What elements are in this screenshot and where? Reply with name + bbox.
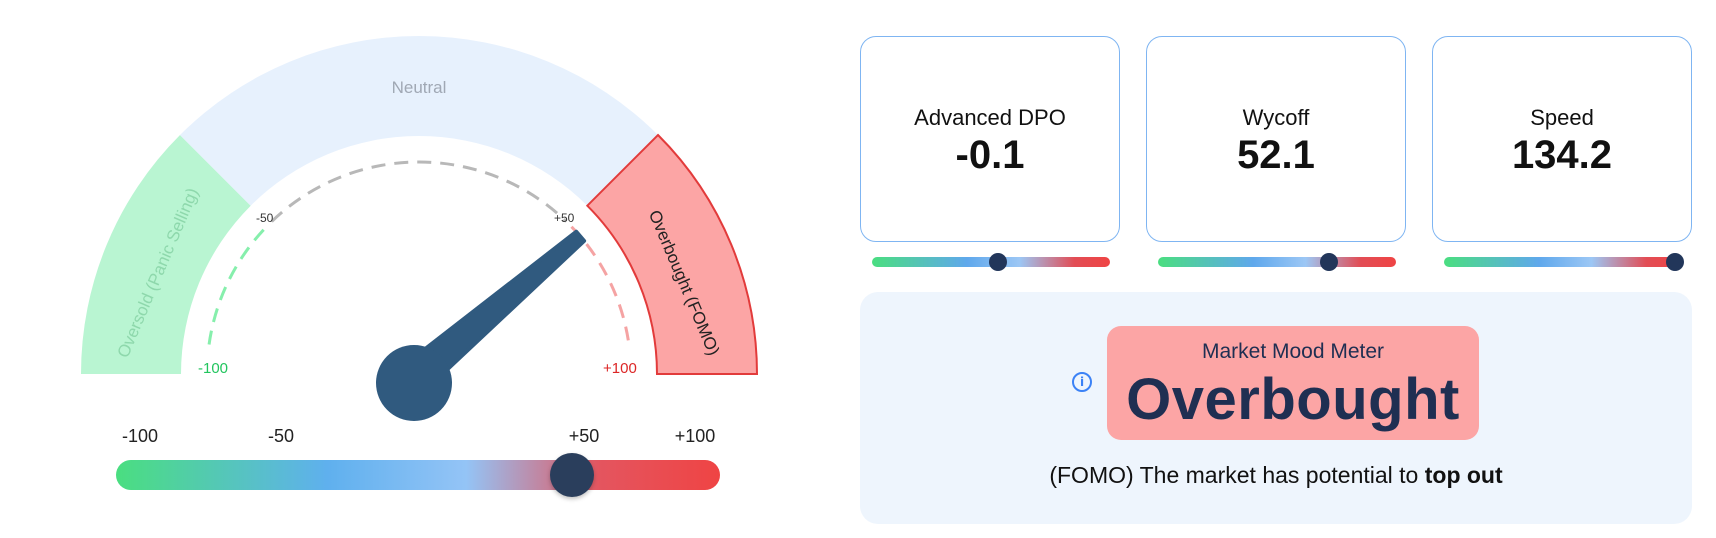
sentiment-scale: -100 -50 +50 +100 <box>116 426 720 497</box>
scale-label-neg50: -50 <box>267 426 295 446</box>
market-mood-panel: i Market Mood Meter Overbought (FOMO) Th… <box>860 292 1692 524</box>
mood-gauge: Neutral Oversold (Panic Selling) Overbou… <box>0 0 800 538</box>
info-icon[interactable]: i <box>1072 372 1092 392</box>
gauge-zone-oversold <box>81 134 251 374</box>
indicator-thumb <box>1320 253 1339 271</box>
mood-title: Market Mood Meter <box>1201 340 1385 363</box>
indicator-bar-wycoff <box>1158 253 1396 271</box>
indicator-card-advanced-dpo: Advanced DPO -0.1 <box>860 36 1120 242</box>
indicator-bar-speed <box>1444 253 1684 271</box>
mood-description-text: (FOMO) The market has potential to <box>1049 462 1425 488</box>
indicator-label: Wycoff <box>1242 105 1310 130</box>
indicator-card-wycoff: Wycoff 52.1 <box>1146 36 1406 242</box>
gauge-zone-overbought <box>585 133 759 375</box>
scale-thumb <box>550 453 595 497</box>
gauge-zone-neutral <box>179 36 659 206</box>
gauge-tick-min: -100 <box>198 360 228 377</box>
mood-description-emphasis: top out <box>1424 462 1503 488</box>
indicator-thumb <box>1665 253 1684 271</box>
scale-label-pos50: +50 <box>568 426 600 446</box>
mood-description: (FOMO) The market has potential to top o… <box>860 462 1692 489</box>
mood-badge: Market Mood Meter Overbought <box>1107 326 1479 440</box>
gauge-inner-dash-neutral <box>270 160 568 223</box>
indicator-label: Advanced DPO <box>914 105 1066 130</box>
gauge-inner-dash-oversold <box>207 225 268 345</box>
indicator-bar-advanced-dpo <box>872 253 1110 271</box>
gauge-inner-dash-overbought <box>570 225 631 345</box>
gauge-tick-max: +100 <box>603 360 637 377</box>
indicator-value: 52.1 <box>1237 133 1315 177</box>
indicator-value: -0.1 <box>955 133 1025 177</box>
indicator-label: Speed <box>1530 105 1594 130</box>
zone-label-neutral: Neutral <box>392 78 447 97</box>
scale-label-max: +100 <box>674 426 716 446</box>
gauge-graphic: Neutral Oversold (Panic Selling) Overbou… <box>81 36 759 421</box>
indicator-value: 134.2 <box>1511 133 1613 177</box>
scale-label-min: -100 <box>121 426 159 446</box>
indicator-thumb <box>989 253 1008 271</box>
scale-bar <box>116 460 720 490</box>
mood-value: Overbought <box>1126 367 1460 432</box>
gauge-tick-neg50: -50 <box>256 211 274 225</box>
gauge-needle-hub <box>376 345 452 421</box>
indicator-card-speed: Speed 134.2 <box>1432 36 1692 242</box>
gauge-tick-pos50: +50 <box>554 211 575 225</box>
